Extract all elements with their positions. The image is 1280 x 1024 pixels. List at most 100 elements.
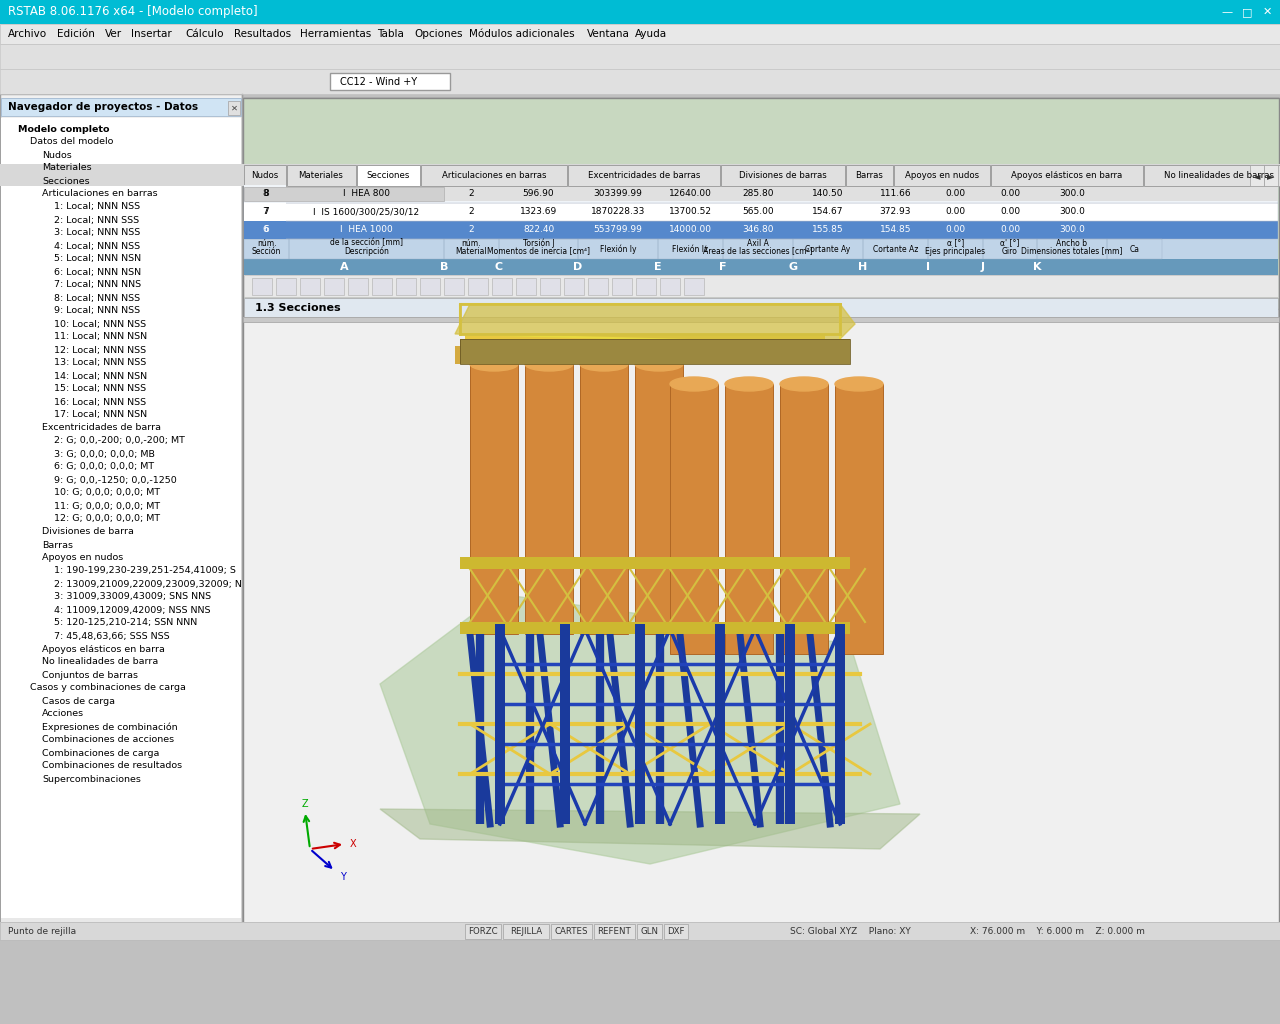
Text: I: I [925,262,931,272]
Text: Archivo: Archivo [8,29,47,39]
Bar [244,259,1277,275]
Text: 2: 2 [468,189,475,199]
Text: J: J [980,262,986,272]
Text: 4: 11009,12009,42009; NSS NNS: 4: 11009,12009,42009; NSS NNS [54,605,210,614]
Bar [244,239,1277,259]
Text: Herramientas: Herramientas [300,29,371,39]
Text: 3: G; 0,0,0; 0,0,0; MB: 3: G; 0,0,0; 0,0,0; MB [54,450,155,459]
Text: 7: Local; NNN NNS: 7: Local; NNN NNS [54,281,141,290]
Text: 0.00: 0.00 [1000,208,1020,216]
Text: No linealidades de barra: No linealidades de barra [42,657,159,667]
Bar [550,924,591,939]
Text: 111.66: 111.66 [879,189,911,199]
Bar [525,364,573,634]
Text: 8: 8 [262,189,268,199]
Text: I  IS 1600/300/25/30/12: I IS 1600/300/25/30/12 [314,208,420,216]
Text: D: D [573,262,582,272]
Bar [525,364,573,634]
Text: 10: Local; NNN NSS: 10: Local; NNN NSS [54,319,146,329]
Bar [0,922,242,938]
Text: ►: ► [1267,171,1275,181]
Bar [0,922,1280,940]
Text: 11: G; 0,0,0; 0,0,0; MT: 11: G; 0,0,0; 0,0,0; MT [54,502,160,511]
Bar [0,24,1280,44]
Text: 565.00: 565.00 [742,208,774,216]
Text: Conjuntos de barras: Conjuntos de barras [42,671,138,680]
Text: 303399.99: 303399.99 [594,189,643,199]
Text: 🔲 Datos   🔲 Mostrar   🔲 Vistas: 🔲 Datos 🔲 Mostrar 🔲 Vistas [10,926,140,935]
Text: 154.85: 154.85 [879,225,911,234]
Bar [465,924,500,939]
Bar [724,384,773,654]
Bar [252,278,273,295]
Bar [244,275,1277,297]
Text: Barras: Barras [855,171,883,180]
Bar [724,384,773,654]
Text: 12640.00: 12640.00 [669,189,712,199]
Text: 7: 45,48,63,66; SSS NSS: 7: 45,48,63,66; SSS NSS [54,632,170,640]
Bar [470,364,518,634]
Bar [635,364,684,634]
Text: Material: Material [456,247,488,256]
Text: Navegador de proyectos - Datos: Navegador de proyectos - Datos [8,102,198,112]
Text: 0.00: 0.00 [1000,189,1020,199]
Bar [723,239,794,259]
Bar [276,278,296,295]
Bar [568,165,719,186]
Bar [243,317,1279,322]
Text: Combinaciones de acciones: Combinaciones de acciones [42,735,174,744]
Bar [495,624,506,824]
Bar [1260,8,1275,22]
Text: X: 76.000 m    Y: 6.000 m    Z: 0.000 m: X: 76.000 m Y: 6.000 m Z: 0.000 m [970,927,1144,936]
Text: 15: Local; NNN NSS: 15: Local; NNN NSS [54,384,146,393]
Text: 822.40: 822.40 [522,225,554,234]
Text: Ca: Ca [1129,245,1139,254]
Text: 596.90: 596.90 [522,189,554,199]
Bar [637,924,662,939]
Bar [324,278,344,295]
Bar [470,364,518,634]
Polygon shape [454,304,855,344]
Text: REJILLA: REJILLA [509,928,541,937]
Bar [635,624,645,824]
Text: 1870228.33: 1870228.33 [591,208,645,216]
Bar [579,239,658,259]
Text: F: F [719,262,727,272]
Text: E: E [654,262,662,272]
Bar [780,384,828,654]
Bar [492,278,512,295]
Text: α [°]: α [°] [947,239,964,248]
Bar [244,187,1277,201]
Text: 2: 13009,21009,22009,23009,32009; N: 2: 13009,21009,22009,23009,32009; N [54,580,242,589]
Text: Ancho b: Ancho b [1056,239,1088,248]
Text: Excentricidades de barras: Excentricidades de barras [588,171,700,180]
Text: Casos y combinaciones de carga: Casos y combinaciones de carga [29,683,186,692]
Bar [330,73,451,90]
Ellipse shape [669,377,718,391]
Bar [243,317,1279,322]
Bar [835,384,883,654]
Text: Flexión Iz: Flexión Iz [672,245,709,254]
Bar [564,278,584,295]
Bar [243,309,1279,939]
Text: Materiales: Materiales [42,164,92,172]
Ellipse shape [724,377,773,391]
Text: 🔲 Datos   🔲 Mostrar   🔲 Vistas: 🔲 Datos 🔲 Mostrar 🔲 Vistas [5,924,134,933]
Bar [1037,239,1107,259]
Bar [348,278,369,295]
Text: Z: Z [302,799,308,809]
Text: Tabla: Tabla [378,29,404,39]
Text: 14000.00: 14000.00 [669,225,712,234]
Text: ✕: ✕ [1262,7,1272,17]
Text: Secciones: Secciones [366,171,410,180]
Bar [1265,165,1277,186]
Text: 7: 7 [262,208,268,216]
Bar [580,364,628,634]
Text: Punto de rejilla: Punto de rejilla [8,927,76,936]
Bar [0,69,1280,94]
Text: Ejes principales: Ejes principales [925,247,986,256]
Text: 6: 6 [264,225,269,234]
Bar [244,239,1277,275]
Text: Apoyos elásticos en barra: Apoyos elásticos en barra [1011,171,1123,180]
Bar [983,239,1037,259]
